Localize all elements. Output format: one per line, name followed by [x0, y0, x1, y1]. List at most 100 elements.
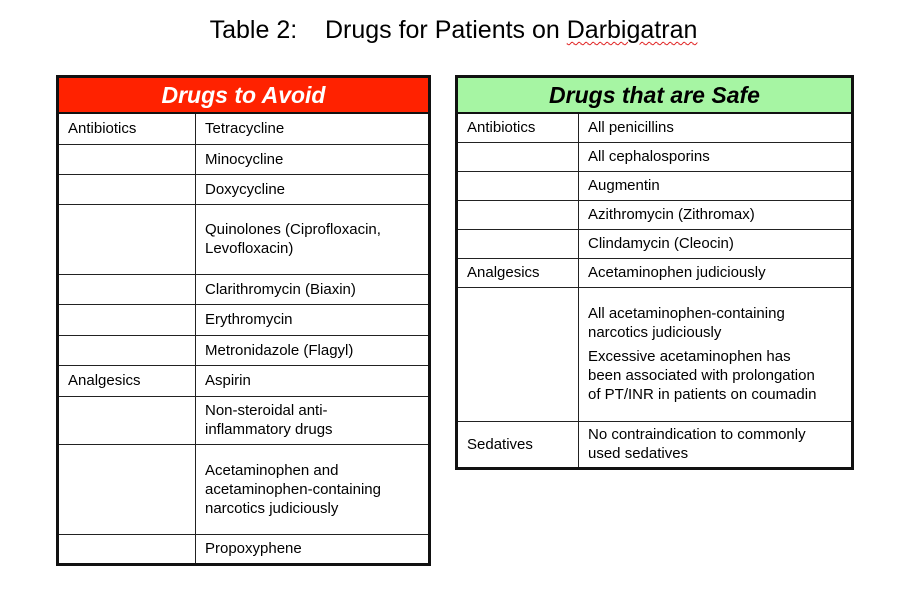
table-row: Doxycycline [57, 173, 430, 205]
category-cell [57, 443, 196, 535]
drugs-that-are-safe-table: Drugs that are Safe Antibiotics All penic… [455, 75, 854, 470]
drug-paragraph: Metronidazole (Flagyl) [205, 341, 419, 360]
category-cell [57, 303, 196, 336]
table-row: Clindamycin (Cleocin) [456, 228, 853, 259]
drug-text-line: Tetracycline [205, 120, 285, 138]
drug-text-line: Metronidazole (Flagyl) [205, 341, 354, 359]
drug-cell: Clindamycin (Cleocin) [578, 228, 853, 259]
drug-text-line: Erythromycin [205, 311, 293, 328]
drug-cell: Doxycycline [195, 173, 430, 205]
table-row: Antibiotics All penicillins [456, 112, 853, 143]
drug-cell: All cephalosporins [578, 141, 853, 172]
page-title: Table 2: Drugs for Patients on Darbigatr… [0, 16, 897, 45]
drug-text-line: Non-steroidal anti- [205, 402, 328, 419]
drug-text-line: No contraindication to commonly [588, 426, 806, 443]
table-row: Erythromycin [57, 303, 430, 336]
drug-text-line: inflammatory drugs [205, 421, 333, 438]
table-row: Minocycline [57, 143, 430, 175]
category-cell [57, 173, 196, 205]
drug-text-line: Minocycline [205, 150, 284, 168]
category-cell: Antibiotics [57, 112, 196, 145]
drug-paragraph: Clarithromycin (Biaxin) [205, 280, 419, 299]
drug-cell: Non-steroidal anti-inflammatory drugs [195, 395, 430, 445]
drug-cell: Tetracycline [195, 112, 430, 145]
drug-text-line: Doxycycline [205, 180, 286, 198]
category-cell [456, 286, 579, 422]
drug-cell: All acetaminophen-containing narcotics ju… [578, 286, 853, 422]
drug-cell: No contraindication to commonly used seda… [578, 420, 853, 469]
drug-paragraph: All acetaminophen-containing narcotics ju… [588, 304, 842, 342]
drug-text-line: Excessive acetaminophen has [588, 348, 791, 365]
drug-paragraph: Erythromycin [205, 310, 419, 329]
category-cell [57, 203, 196, 275]
table-row: Propoxyphene [57, 533, 430, 565]
category-cell: Analgesics [57, 364, 196, 397]
drug-text-line: All penicillins [588, 119, 674, 137]
title-text: Table 2: Drugs for Patients on [209, 16, 567, 44]
drug-text-line: Levofloxacin) [205, 240, 294, 257]
drug-cell: Quinolones (Ciprofloxacin, Levofloxacin) [195, 203, 430, 275]
drug-text-line: used sedatives [588, 445, 689, 462]
category-cell [57, 334, 196, 366]
category-cell [57, 273, 196, 305]
drug-cell: Erythromycin [195, 303, 430, 336]
drug-text-line: Azithromycin (Zithromax) [588, 206, 755, 223]
drug-text-line: of PT/INR in patients on coumadin [588, 386, 817, 403]
drug-paragraph: Azithromycin (Zithromax) [588, 205, 842, 224]
drug-text-line: Augmentin [588, 177, 660, 194]
avoid-table-header: Drugs to Avoid [57, 76, 430, 114]
drug-paragraph: Excessive acetaminophen has been associat… [588, 347, 842, 404]
drug-paragraph: Augmentin [588, 176, 842, 195]
category-cell [57, 395, 196, 445]
table-row: Antibiotics Tetracycline [57, 112, 430, 145]
table-row: Quinolones (Ciprofloxacin, Levofloxacin) [57, 203, 430, 275]
category-cell [456, 170, 579, 201]
drug-cell: Aspirin [195, 364, 430, 397]
drug-paragraph: Aspirin [205, 371, 419, 390]
drug-text-line: Clindamycin (Cleocin) [588, 235, 734, 252]
drug-cell: Azithromycin (Zithromax) [578, 199, 853, 230]
drug-paragraph: Tetracycline [205, 119, 419, 138]
table-row: Azithromycin (Zithromax) [456, 199, 853, 230]
drug-cell: Clarithromycin (Biaxin) [195, 273, 430, 305]
drug-paragraph: All cephalosporins [588, 147, 842, 166]
drug-cell: Acetaminophen judiciously [578, 257, 853, 288]
table-row: Analgesics Aspirin [57, 364, 430, 397]
safe-table-header: Drugs that are Safe [456, 76, 853, 114]
table-row: Acetaminophen and acetaminophen-containin… [57, 443, 430, 535]
drugs-to-avoid-table: Drugs to Avoid Antibiotics Tetracycline Mi… [56, 75, 431, 566]
drug-text-line: acetaminophen-containing [205, 480, 381, 498]
drug-text-line: narcotics judiciously [205, 499, 339, 517]
drug-text-line: All acetaminophen-containing [588, 305, 785, 322]
category-cell: Sedatives [456, 420, 579, 469]
drug-cell: Propoxyphene [195, 533, 430, 565]
table-row: Clarithromycin (Biaxin) [57, 273, 430, 305]
drug-paragraph: Acetaminophen judiciously [588, 263, 842, 282]
drug-cell: Metronidazole (Flagyl) [195, 334, 430, 366]
table-row: Non-steroidal anti-inflammatory drugs [57, 395, 430, 445]
drug-text-line: Propoxyphene [205, 540, 302, 557]
table-row: Sedatives No contraindication to commonly… [456, 420, 853, 469]
category-cell [57, 533, 196, 565]
drug-paragraph: All penicillins [588, 118, 842, 137]
table-row: Metronidazole (Flagyl) [57, 334, 430, 366]
table-row: All acetaminophen-containing narcotics ju… [456, 286, 853, 422]
table-row: Augmentin [456, 170, 853, 201]
drug-text-line: Quinolones (Ciprofloxacin, [205, 221, 381, 238]
drug-text-line: Aspirin [205, 372, 251, 389]
drug-paragraph: Clindamycin (Cleocin) [588, 234, 842, 253]
drug-paragraph: Minocycline [205, 150, 419, 169]
drug-cell: Minocycline [195, 143, 430, 175]
drug-paragraph: Doxycycline [205, 180, 419, 199]
drug-text-line: All cephalosporins [588, 148, 710, 165]
drug-text-line: been associated with prolongation [588, 367, 815, 384]
category-cell [456, 199, 579, 230]
table-row: All cephalosporins [456, 141, 853, 172]
category-cell [456, 228, 579, 259]
drug-paragraph: Quinolones (Ciprofloxacin, Levofloxacin) [205, 220, 419, 258]
drug-cell: All penicillins [578, 112, 853, 143]
drug-text-line: Acetaminophen judiciously [588, 264, 766, 281]
category-cell: Analgesics [456, 257, 579, 288]
drug-paragraph: No contraindication to commonly used seda… [588, 425, 842, 463]
drug-paragraph: Propoxyphene [205, 539, 419, 558]
